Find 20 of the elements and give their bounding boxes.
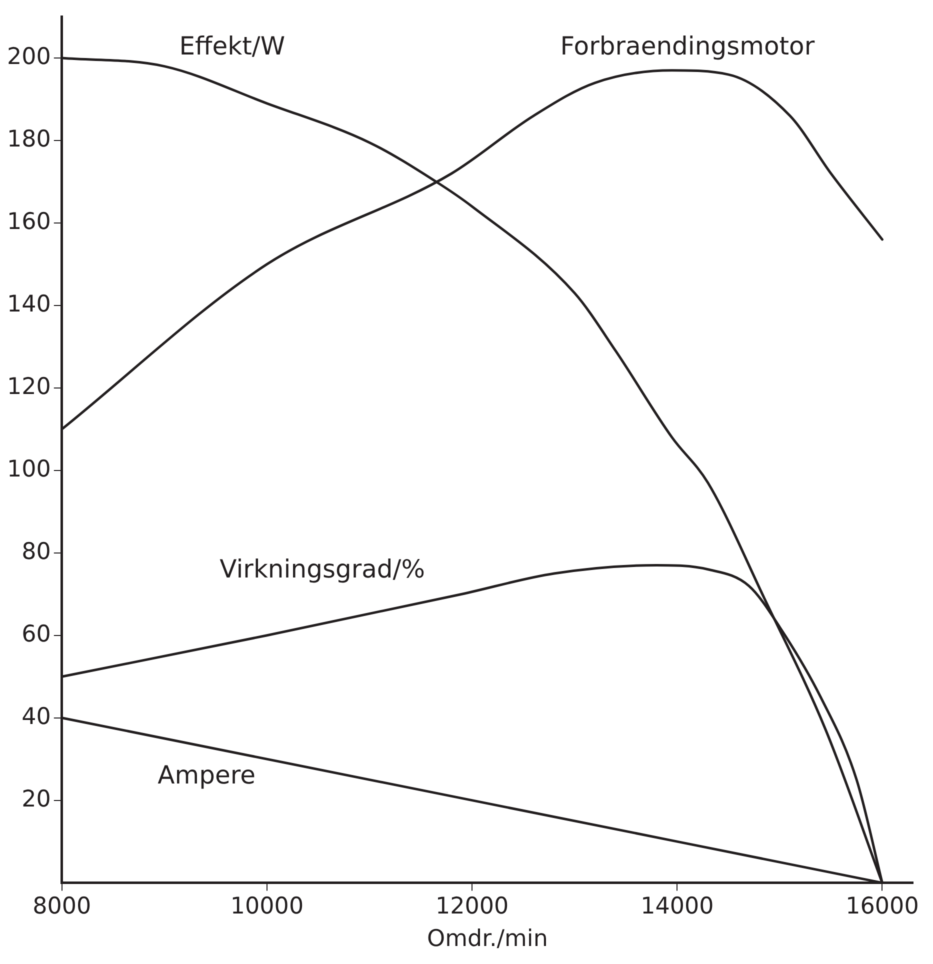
y-tick-label: 120 <box>6 374 51 400</box>
series-label: Effekt/W <box>179 31 286 60</box>
series-label: Virkningsgrad/% <box>220 554 425 584</box>
x-tick-label: 10000 <box>230 894 304 920</box>
x-tick-label: 12000 <box>435 894 509 920</box>
series-label: Forbraendingsmotor <box>560 31 816 60</box>
y-tick-label: 140 <box>6 291 51 318</box>
x-tick-label: 14000 <box>640 894 714 920</box>
y-tick-label: 200 <box>6 44 51 70</box>
series-label: Ampere <box>158 760 256 790</box>
y-tick-label: 20 <box>22 786 51 812</box>
y-tick-label: 40 <box>22 704 51 730</box>
y-tick-label: 80 <box>22 538 51 565</box>
y-tick-label: 60 <box>22 621 51 648</box>
x-tick-label: 16000 <box>846 894 919 920</box>
x-tick-label: 8000 <box>32 894 92 920</box>
y-tick-label: 160 <box>6 208 51 235</box>
y-tick-label: 180 <box>6 126 51 152</box>
x-axis-title: Omdr./min <box>427 926 548 952</box>
y-tick-label: 100 <box>6 456 51 482</box>
